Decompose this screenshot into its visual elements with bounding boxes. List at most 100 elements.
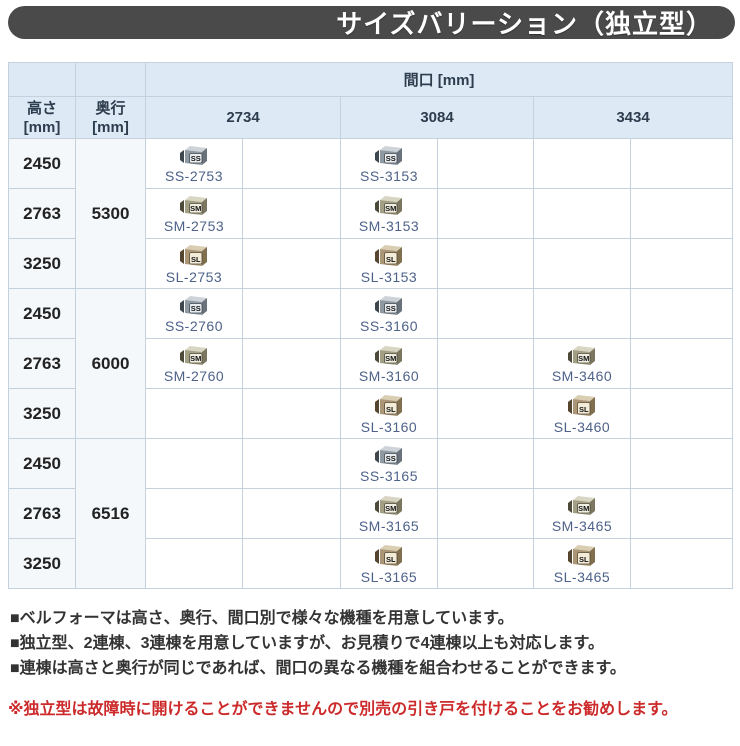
product-code: SL-2753	[165, 268, 223, 285]
depth-value-cell: 5300	[75, 138, 146, 289]
product-code: SL-3153	[360, 268, 418, 285]
empty-cell	[629, 538, 734, 589]
height-value-cell: 2450	[8, 138, 76, 189]
svg-text:SL: SL	[579, 405, 589, 414]
empty-cell	[437, 338, 534, 389]
product-code: SS-3153	[360, 167, 418, 184]
empty-cell	[629, 188, 734, 239]
empty-cell	[145, 388, 243, 439]
product-cell[interactable]: SM SM-2753	[145, 188, 243, 239]
width-column-header: 3084	[340, 96, 534, 139]
svg-text:SM: SM	[578, 504, 589, 513]
product-code: SM-3165	[358, 517, 420, 534]
product-code: SM-3460	[551, 367, 613, 384]
svg-text:SM: SM	[190, 204, 201, 213]
empty-cell	[242, 188, 341, 239]
ss-box-icon: SS	[180, 145, 207, 165]
product-cell[interactable]: SL SL-3153	[340, 238, 438, 289]
svg-text:SM: SM	[385, 204, 396, 213]
product-cell[interactable]: SM SM-3160	[340, 338, 438, 389]
empty-cell	[242, 488, 341, 539]
product-cell[interactable]: SS SS-2760	[145, 288, 243, 339]
sm-box-icon: SM	[375, 195, 402, 215]
table-row: 3250 SL SL-3160 SL SL-3460	[8, 388, 734, 439]
empty-cell	[533, 438, 631, 489]
product-code: SL-3465	[553, 568, 611, 585]
table-row: 2763 SM SM-3165 SM SM-3465	[8, 488, 734, 539]
svg-text:SM: SM	[578, 354, 589, 363]
sl-box-icon: SL	[375, 394, 402, 416]
svg-text:SL: SL	[386, 555, 396, 564]
table-row: 2450 5300 SS SS-2753 SS SS-3153	[8, 138, 734, 289]
sm-box-icon: SM	[568, 345, 595, 365]
sl-box-icon: SL	[568, 394, 595, 416]
sm-box-icon: SM	[568, 495, 595, 515]
svg-text:SM: SM	[385, 354, 396, 363]
empty-cell	[629, 488, 734, 539]
svg-text:SL: SL	[386, 405, 396, 414]
product-cell[interactable]: SS SS-2753	[145, 138, 243, 189]
product-cell[interactable]: SL SL-3165	[340, 538, 438, 589]
product-cell[interactable]: SL SL-3160	[340, 388, 438, 439]
product-code: SL-3460	[553, 418, 611, 435]
empty-cell	[242, 338, 341, 389]
product-cell[interactable]: SL SL-3460	[533, 388, 631, 439]
svg-text:SS: SS	[386, 304, 396, 313]
empty-cell	[533, 138, 631, 189]
sl-box-icon: SL	[375, 544, 402, 566]
depth-value-cell: 6000	[75, 288, 146, 439]
empty-cell	[629, 338, 734, 389]
notes-block: ■ベルフォーマは高さ、奥行、間口別で様々な機種を用意しています。 ■独立型、2連…	[10, 606, 740, 681]
product-code: SS-3165	[360, 467, 418, 484]
empty-cell	[533, 188, 631, 239]
empty-cell	[242, 538, 341, 589]
empty-cell	[242, 138, 341, 189]
product-code: SM-3465	[551, 517, 613, 534]
product-cell[interactable]: SM SM-3465	[533, 488, 631, 539]
product-cell[interactable]: SM SM-3460	[533, 338, 631, 389]
product-cell[interactable]: SL SL-2753	[145, 238, 243, 289]
header-row-widths: 高さ [mm] 奥行 [mm] 2734 3084 3434	[8, 96, 734, 139]
height-value-cell: 3250	[8, 388, 76, 439]
product-cell[interactable]: SS SS-3160	[340, 288, 438, 339]
product-cell[interactable]: SM SM-2760	[145, 338, 243, 389]
table-row: 3250 SL SL-2753 SL SL-3153	[8, 238, 734, 289]
product-code: SL-3160	[360, 418, 418, 435]
height-header-cell: 高さ [mm]	[8, 96, 76, 139]
product-cell[interactable]: SM SM-3153	[340, 188, 438, 239]
note-line: ■ベルフォーマは高さ、奥行、間口別で様々な機種を用意しています。	[10, 610, 514, 627]
size-variation-table: 間口 [mm] 高さ [mm] 奥行 [mm] 2734 3084 3434 2…	[8, 62, 734, 589]
empty-cell	[533, 238, 631, 289]
product-code: SS-2753	[165, 167, 223, 184]
product-cell[interactable]: SL SL-3465	[533, 538, 631, 589]
empty-cell	[242, 238, 341, 289]
ss-box-icon: SS	[180, 295, 207, 315]
empty-cell	[533, 288, 631, 339]
sm-box-icon: SM	[375, 345, 402, 365]
width-column-header: 3434	[532, 96, 734, 139]
product-cell[interactable]: SS SS-3153	[340, 138, 438, 189]
empty-cell	[145, 538, 243, 589]
section-banner: サイズバリーション（独立型）	[8, 6, 735, 39]
height-value-cell: 2450	[8, 288, 76, 339]
height-value-cell: 3250	[8, 238, 76, 289]
svg-text:SM: SM	[385, 504, 396, 513]
empty-cell	[629, 288, 734, 339]
warning-note: ※独立型は故障時に開けることができませんので別売の引き戸を付けることをお勧めしま…	[8, 701, 678, 718]
ss-box-icon: SS	[375, 295, 402, 315]
empty-cell	[437, 238, 534, 289]
empty-cell	[437, 538, 534, 589]
svg-text:SL: SL	[579, 555, 589, 564]
ss-box-icon: SS	[375, 145, 402, 165]
width-column-header: 2734	[145, 96, 341, 139]
height-value-cell: 2450	[8, 438, 76, 489]
sm-box-icon: SM	[180, 345, 207, 365]
table-row: 2450 6516 SS SS-3165	[8, 438, 734, 589]
svg-text:SM: SM	[190, 354, 201, 363]
product-cell[interactable]: SM SM-3165	[340, 488, 438, 539]
svg-text:SS: SS	[191, 154, 201, 163]
product-cell[interactable]: SS SS-3165	[340, 438, 438, 489]
empty-cell	[145, 488, 243, 539]
empty-cell	[145, 438, 243, 489]
empty-cell	[437, 388, 534, 439]
